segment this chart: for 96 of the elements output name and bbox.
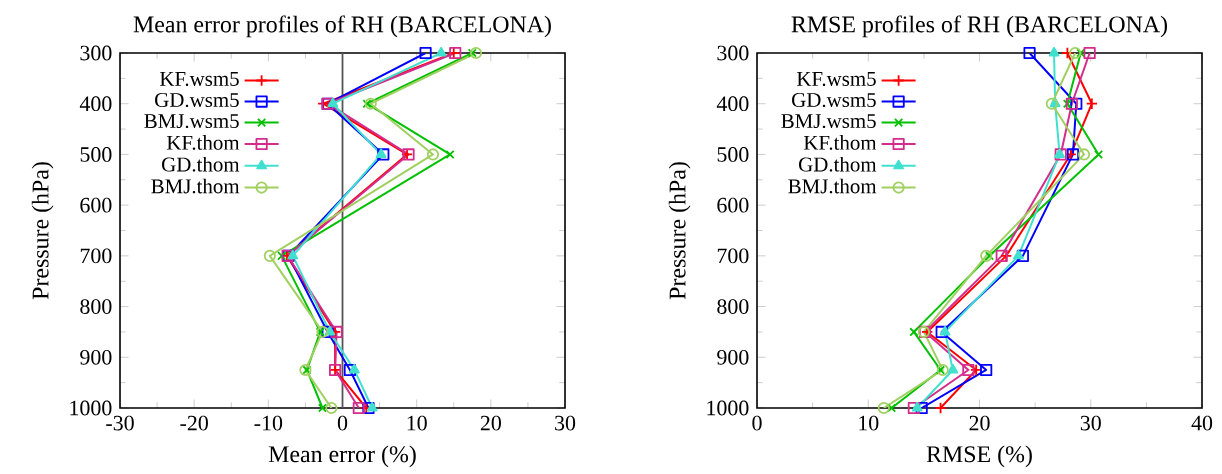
y-tick-label: 400: [79, 96, 112, 111]
y-tick-label: 300: [80, 45, 112, 61]
point: [915, 401, 928, 414]
x-tick-label: 30: [1080, 415, 1101, 431]
y-tick-label: 500: [80, 146, 112, 162]
legend-label: GD.wsm5: [792, 92, 876, 107]
point: [1070, 97, 1083, 110]
point: [1013, 249, 1024, 260]
point: [263, 249, 276, 262]
point: [469, 46, 483, 59]
y-axis-title: Pressure (hPa): [668, 161, 691, 299]
y-axis-title: Pressure (hPa): [31, 161, 54, 299]
legend-label: BMJ.thom: [788, 178, 877, 194]
x-axis-title: Mean error (%): [268, 445, 416, 467]
x-axis-title: RMSE (%): [926, 445, 1032, 467]
point: [1016, 249, 1029, 262]
legend-label: BMJ.thom: [151, 178, 240, 194]
point: [980, 249, 993, 262]
point: [935, 325, 948, 338]
legend-label: GD.thom: [162, 156, 240, 172]
x-tick-label: 10: [859, 415, 879, 431]
point: [364, 97, 377, 110]
y-tick-label: 1000: [70, 400, 112, 416]
point: [343, 363, 357, 376]
legend-label: BMJ.wsm5: [144, 113, 239, 128]
point: [934, 401, 947, 414]
point: [287, 249, 299, 260]
point: [1093, 149, 1104, 159]
point: [277, 251, 287, 261]
x-tick-label: 20: [969, 415, 990, 431]
point: [327, 97, 339, 107]
point: [887, 403, 897, 413]
point: [995, 249, 1008, 262]
legend-label: KF.thom: [166, 134, 240, 150]
point: [325, 401, 338, 414]
legend-label: KF.wsm5: [159, 71, 239, 86]
x-tick-label: 20: [480, 415, 501, 431]
point: [1062, 98, 1072, 109]
point: [947, 363, 959, 374]
x-tick-label: 30: [555, 415, 576, 431]
point: [970, 363, 983, 376]
legend-label: BMJ.wsm5: [781, 113, 876, 128]
point: [1023, 46, 1036, 59]
legend-label: KF.thom: [803, 134, 877, 150]
point: [317, 403, 328, 413]
point: [366, 401, 378, 412]
y-tick-label: 600: [80, 197, 112, 213]
point: [1078, 148, 1091, 161]
point: [419, 46, 432, 59]
x-tick-label: -30: [106, 415, 134, 431]
point: [1048, 46, 1060, 57]
point: [1061, 46, 1074, 59]
y-tick-label: 800: [80, 298, 112, 314]
y-tick-label: 900: [80, 349, 112, 365]
point: [1085, 97, 1098, 110]
x-tick-label: 40: [1191, 415, 1213, 431]
point: [315, 327, 325, 337]
point: [980, 363, 993, 376]
y-tick-label: 700: [80, 248, 112, 264]
legend-label: GD.thom: [799, 156, 877, 172]
point: [984, 251, 995, 261]
point: [426, 148, 440, 161]
x-tick-label: -10: [254, 415, 283, 431]
legend-label: GD.wsm5: [155, 92, 239, 107]
y-tick-label: 700: [717, 248, 749, 264]
point: [909, 327, 919, 337]
point: [352, 401, 365, 414]
y-tick-label: 1000: [707, 400, 749, 416]
point: [911, 401, 923, 412]
y-tick-label: 400: [716, 96, 749, 111]
point: [467, 48, 477, 58]
point: [962, 363, 975, 376]
point: [316, 325, 329, 338]
x-tick-label: 10: [407, 415, 427, 431]
point: [445, 149, 455, 159]
y-tick-label: 600: [717, 197, 749, 213]
y-tick-label: 900: [717, 349, 749, 365]
y-tick-label: 800: [717, 298, 749, 314]
x-tick-label: 0: [337, 415, 348, 431]
x-tick-label: 0: [752, 415, 762, 431]
point: [939, 325, 951, 336]
point: [1045, 97, 1058, 110]
x-tick-label: -20: [180, 415, 208, 431]
y-tick-label: 300: [717, 45, 749, 61]
point: [362, 98, 372, 109]
chart-title: RMSE profiles of RH (BARCELONA): [791, 15, 1168, 38]
point: [877, 401, 890, 414]
legend-label: KF.wsm5: [796, 71, 876, 86]
point: [907, 401, 920, 414]
point: [1065, 97, 1078, 110]
chart-title: Mean error profiles of RH (BARCELONA): [133, 15, 551, 38]
point: [435, 46, 447, 57]
point: [348, 363, 360, 374]
y-tick-label: 500: [717, 146, 749, 162]
point: [1083, 46, 1096, 59]
point: [1069, 46, 1082, 59]
